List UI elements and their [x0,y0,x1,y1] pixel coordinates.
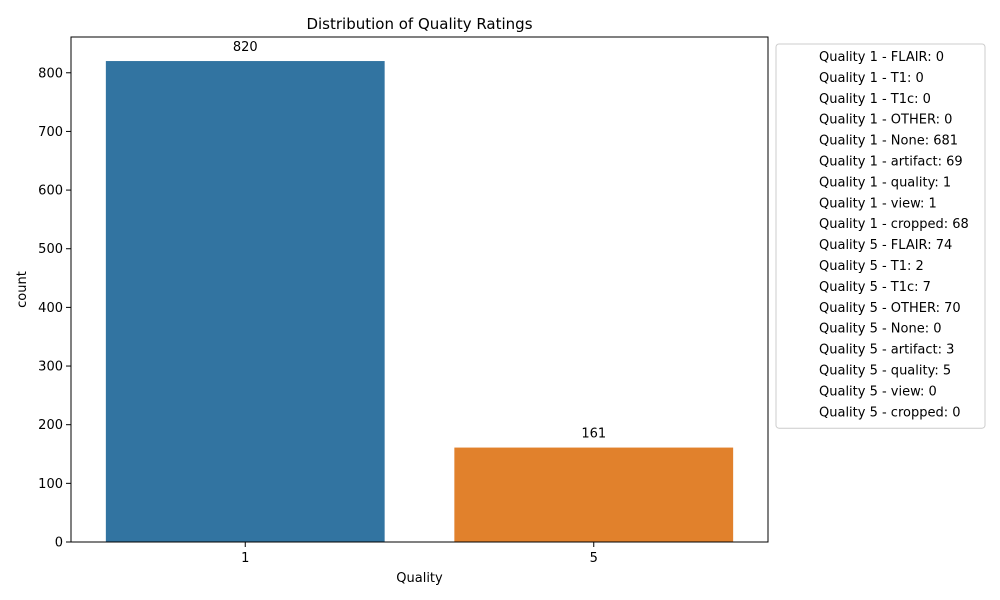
legend-entry: Quality 1 - artifact: 69 [819,155,963,170]
legend-entry: Quality 1 - T1c: 0 [819,92,931,107]
y-tick-label: 800 [38,66,63,81]
x-tick-label: 1 [241,551,249,566]
legend-entry: Quality 5 - None: 0 [819,322,942,337]
legend-entry: Quality 1 - None: 681 [819,134,958,149]
legend-entry: Quality 1 - cropped: 68 [819,217,969,232]
y-tick-label: 400 [38,301,63,316]
legend-entry: Quality 5 - T1c: 7 [819,280,931,295]
legend-entry: Quality 5 - FLAIR: 74 [819,238,952,253]
bar-5 [454,447,734,542]
legend: Quality 1 - FLAIR: 0 Quality 1 - T1: 0 Qua… [775,43,986,429]
y-tick-label: 300 [38,360,63,375]
data-label-5: 161 [581,427,606,442]
y-tick-label: 0 [55,536,63,551]
legend-entry: Quality 5 - quality: 5 [819,364,951,379]
y-tick-label: 200 [38,418,63,433]
data-label-1: 820 [233,40,258,55]
y-tick-label: 600 [38,184,63,199]
legend-entry: Quality 5 - T1: 2 [819,259,924,274]
y-tick-label: 100 [38,477,63,492]
legend-box [775,43,986,429]
y-tick-label: 500 [38,242,63,257]
legend-entry: Quality 1 - FLAIR: 0 [819,50,944,65]
legend-entry: Quality 5 - OTHER: 70 [819,301,961,316]
legend-entry: Quality 1 - OTHER: 0 [819,113,952,128]
x-tick-label: 5 [590,551,598,566]
bar-1 [105,61,385,543]
plot-frame [70,36,769,543]
legend-entry: Quality 5 - cropped: 0 [819,405,961,420]
legend-entry: Quality 5 - view: 0 [819,384,937,399]
y-tick-label: 700 [38,125,63,140]
legend-entry: Quality 5 - artifact: 3 [819,343,954,358]
y-axis-label: count [15,271,30,308]
legend-entry: Quality 1 - quality: 1 [819,175,951,190]
x-axis-label: Quality [396,571,443,586]
chart-title: Distribution of Quality Ratings [306,15,532,33]
plot-area: 820 1 161 5 0 100 200 300 400 500 600 700 800 [38,36,769,566]
legend-entry: Quality 1 - T1: 0 [819,71,924,86]
legend-entry: Quality 1 - view: 1 [819,196,937,211]
